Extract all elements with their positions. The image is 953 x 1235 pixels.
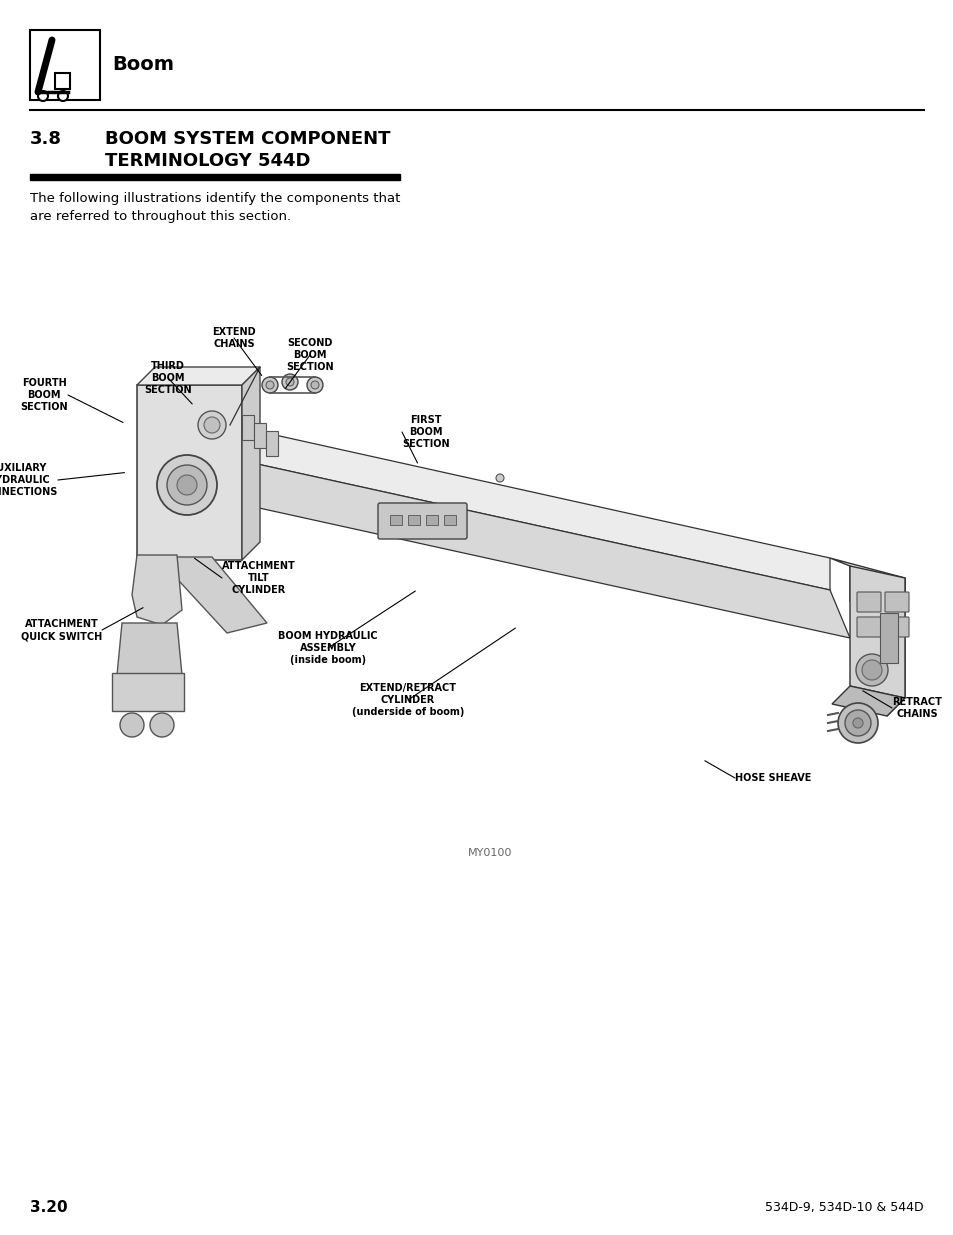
Circle shape: [262, 377, 277, 393]
Bar: [879, 613, 897, 663]
Circle shape: [496, 474, 503, 482]
Circle shape: [286, 378, 294, 387]
FancyBboxPatch shape: [377, 503, 467, 538]
Text: 3.20: 3.20: [30, 1199, 68, 1214]
Text: EXTEND/RETRACT
CYLINDER
(underside of boom): EXTEND/RETRACT CYLINDER (underside of bo…: [352, 683, 464, 718]
Text: RETRACT
CHAINS: RETRACT CHAINS: [891, 697, 941, 719]
Polygon shape: [886, 578, 904, 716]
Bar: [112, 673, 184, 711]
FancyBboxPatch shape: [856, 592, 880, 613]
FancyBboxPatch shape: [884, 618, 908, 637]
Circle shape: [177, 475, 196, 495]
Polygon shape: [137, 367, 260, 385]
Text: 3.8: 3.8: [30, 130, 62, 148]
Polygon shape: [132, 555, 182, 625]
Polygon shape: [230, 425, 829, 590]
Bar: [266, 431, 277, 456]
Text: are referred to throughout this section.: are referred to throughout this section.: [30, 210, 291, 224]
Text: HOSE SHEAVE: HOSE SHEAVE: [734, 773, 810, 783]
Bar: [242, 415, 253, 440]
Text: Boom: Boom: [112, 56, 173, 74]
Circle shape: [204, 417, 220, 433]
Polygon shape: [157, 557, 267, 634]
Circle shape: [837, 703, 877, 743]
Text: The following illustrations identify the components that: The following illustrations identify the…: [30, 191, 400, 205]
FancyBboxPatch shape: [856, 618, 880, 637]
Text: TERMINOLOGY 544D: TERMINOLOGY 544D: [105, 152, 310, 170]
Text: MY0100: MY0100: [467, 848, 512, 858]
Bar: [408, 515, 419, 525]
Bar: [30, 30, 100, 100]
Circle shape: [844, 710, 870, 736]
Text: FIRST
BOOM
SECTION: FIRST BOOM SECTION: [401, 415, 449, 450]
Polygon shape: [831, 685, 904, 716]
Text: BOOM SYSTEM COMPONENT: BOOM SYSTEM COMPONENT: [105, 130, 390, 148]
Text: THIRD
BOOM
SECTION: THIRD BOOM SECTION: [144, 361, 192, 395]
Polygon shape: [849, 566, 904, 698]
Circle shape: [157, 454, 216, 515]
Text: 534D-9, 534D-10 & 544D: 534D-9, 534D-10 & 544D: [764, 1200, 923, 1214]
Text: AUXILIARY
HYDRAULIC
CONNECTIONS: AUXILIARY HYDRAULIC CONNECTIONS: [0, 463, 58, 498]
Circle shape: [38, 91, 48, 101]
Bar: [55, 73, 70, 89]
Bar: [30, 174, 399, 180]
Bar: [426, 515, 437, 525]
Circle shape: [167, 466, 207, 505]
Text: ATTACHMENT
TILT
CYLINDER: ATTACHMENT TILT CYLINDER: [222, 561, 295, 595]
Circle shape: [58, 91, 68, 101]
Circle shape: [266, 382, 274, 389]
Circle shape: [855, 655, 887, 685]
Circle shape: [852, 718, 862, 727]
Polygon shape: [137, 385, 242, 559]
Circle shape: [307, 377, 323, 393]
Circle shape: [862, 659, 882, 680]
Polygon shape: [230, 458, 849, 638]
Circle shape: [282, 374, 297, 390]
Polygon shape: [242, 367, 260, 559]
Text: BOOM HYDRAULIC
ASSEMBLY
(inside boom): BOOM HYDRAULIC ASSEMBLY (inside boom): [278, 631, 377, 666]
Polygon shape: [829, 558, 904, 613]
Circle shape: [311, 382, 318, 389]
Text: ATTACHMENT
QUICK SWITCH: ATTACHMENT QUICK SWITCH: [21, 619, 102, 641]
Bar: [390, 515, 401, 525]
Circle shape: [150, 713, 173, 737]
Polygon shape: [117, 622, 182, 676]
Text: EXTEND
CHAINS: EXTEND CHAINS: [212, 327, 255, 350]
FancyBboxPatch shape: [884, 592, 908, 613]
Circle shape: [198, 411, 226, 438]
Text: SECOND
BOOM
SECTION: SECOND BOOM SECTION: [286, 337, 334, 373]
Text: FOURTH
BOOM
SECTION: FOURTH BOOM SECTION: [20, 378, 68, 412]
Bar: [443, 515, 456, 525]
Circle shape: [120, 713, 144, 737]
Bar: [253, 424, 266, 448]
